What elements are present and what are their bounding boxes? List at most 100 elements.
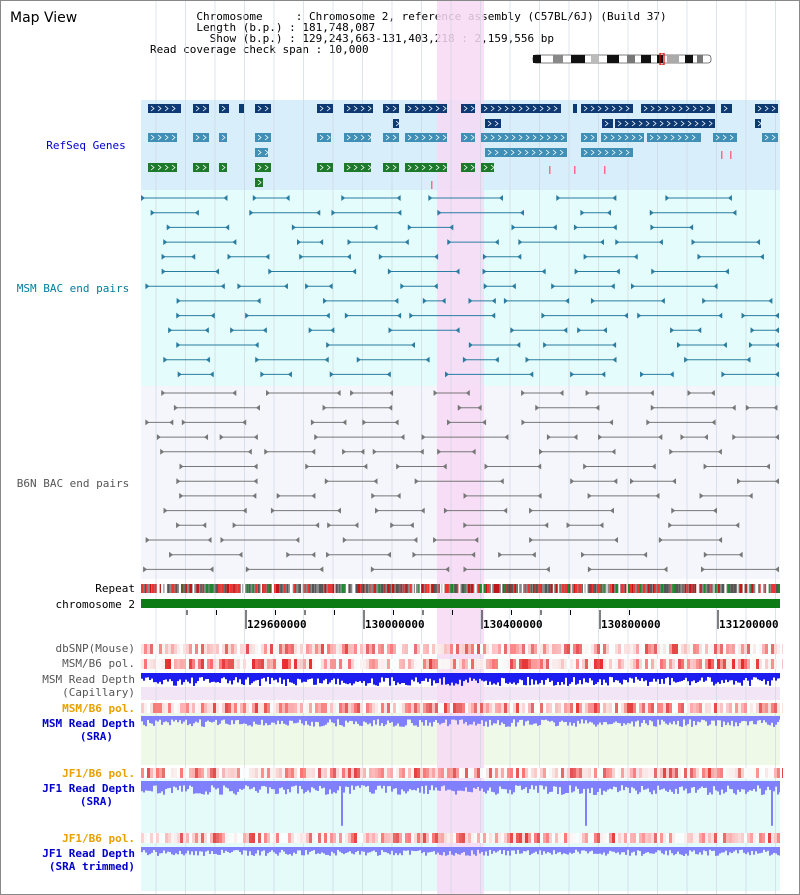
msm-sra-pol-cell (144, 703, 147, 713)
gene-strand-arrow (385, 134, 390, 141)
jf1-pol-cell (231, 768, 234, 778)
b6n-end-left (219, 434, 224, 441)
msm-sra-depth-bar (737, 716, 739, 727)
repeat-element (309, 584, 311, 593)
msm-sra-pol-cell (717, 703, 720, 713)
msm-cap-depth-bar (715, 673, 717, 684)
msm-sra-depth-bar (323, 716, 325, 726)
jf1-depth-bar (283, 781, 285, 790)
dbsnp-heat-cell (672, 644, 675, 654)
jf1-trim-depth-bar (183, 847, 185, 856)
jf1-depth-bar (687, 781, 689, 794)
jf1-depth-bar (395, 781, 397, 789)
jf1-depth-bar (413, 781, 415, 790)
msm-cap-depth-bar (193, 673, 195, 686)
dbsnp-heat-cell (720, 644, 723, 654)
jf1-trim-depth-bar (395, 847, 397, 854)
msm-sra-depth-bar (777, 716, 779, 723)
jf1-depth-bar (533, 781, 535, 790)
msm-cap-depth-bar (671, 673, 673, 679)
repeat-element (283, 584, 286, 593)
b6n-end-left (699, 492, 704, 499)
jf1-pol-cell (171, 768, 174, 778)
dbsnp-heat-cell (207, 644, 210, 654)
msm-sra-pol-cell (243, 703, 246, 713)
dbsnp-heat-cell (522, 644, 525, 654)
msm-end-right (601, 371, 606, 378)
b6n-end-left (529, 507, 534, 514)
jf1-trim-depth-bar (609, 847, 611, 851)
gene-strand-arrow (326, 164, 331, 171)
jf1-depth-bar (459, 781, 461, 791)
dbsnp-heat-cell (624, 644, 627, 654)
msm-sra-pol-cell (288, 703, 291, 713)
msm-sra-depth-bar (229, 716, 231, 725)
gene-feature (239, 104, 244, 113)
msm-sra-depth-bar (185, 716, 187, 720)
jf1-pol-cell (291, 768, 294, 778)
jf1-depth-bar (487, 781, 489, 791)
msm-cap-depth-bar (667, 673, 669, 678)
jf1-trim-depth-bar (709, 847, 711, 850)
b6n-end-right (204, 434, 209, 441)
gene-strand-arrow (319, 134, 324, 141)
msm-cap-depth-bar (557, 673, 559, 683)
jf1-pol2-cell (636, 833, 639, 843)
repeat-element (627, 584, 630, 593)
msm-sra-depth-bar (631, 716, 633, 722)
jf1-depth-bar (561, 781, 563, 795)
repeat-element (442, 584, 445, 593)
msm-sra-pol-cell (330, 703, 333, 713)
msm-b6-pol-cell (300, 659, 303, 669)
dbsnp-heat-cell (633, 644, 636, 654)
jf1-trim-depth-bar (359, 847, 361, 855)
jf1-trim-depth-bar (641, 847, 643, 856)
repeat-element (768, 584, 770, 593)
msm-b6-pol-cell (357, 659, 360, 669)
repeat-element (307, 584, 310, 593)
gene-strand-arrow (764, 134, 769, 141)
gene-strand-arrow (157, 164, 162, 171)
jf1-trim-depth-bar (499, 847, 501, 850)
jf1-trim-depth-bar (763, 847, 765, 850)
dbsnp-heat-cell (201, 644, 204, 654)
chromosome-ideogram[interactable] (531, 53, 713, 65)
repeat-element (514, 584, 517, 593)
jf1-depth-bar (721, 781, 723, 790)
b6n-end-right (311, 448, 316, 455)
msm-end-right (232, 239, 237, 246)
msm-sra-depth-bar (747, 716, 749, 726)
msm-b6-pol-cell (315, 659, 318, 669)
msm-b6-pol-cell (195, 659, 198, 669)
jf1-trim-depth-bar (515, 847, 517, 854)
msm-end-left (163, 356, 168, 363)
msm-sra-pol-cell (765, 703, 768, 713)
msm-sra-pol-cell (537, 703, 540, 713)
jf1-trim-depth-bar (535, 847, 537, 852)
dbsnp-heat-cell (423, 644, 426, 654)
repeat-element (374, 584, 376, 593)
msm-b6-pol-cell (522, 659, 525, 669)
repeat-element (311, 584, 315, 593)
msm-sra-depth-bar (453, 716, 455, 720)
jf1-pol-cell (453, 768, 456, 778)
msm-cap-depth-bar (377, 673, 379, 686)
msm-cap-depth-bar (637, 673, 639, 680)
dbsnp-heat-cell (477, 644, 480, 654)
repeat-element (672, 584, 674, 593)
msm-b6-pol-cell (360, 659, 363, 669)
jf1-trim-depth-bar (431, 847, 433, 852)
msm-end-right (602, 327, 607, 334)
jf1-pol2-cell (507, 833, 510, 843)
msm-sra-pol-cell (573, 703, 576, 713)
msm-b6-pol-cell (297, 659, 300, 669)
gene-strand-arrow (625, 149, 630, 156)
dbsnp-heat-cell (504, 644, 507, 654)
b6n-end-right (711, 419, 716, 426)
msm-sra-pol-cell (393, 703, 396, 713)
b6n-end-left (179, 463, 184, 470)
msm-cap-depth-bar (317, 673, 319, 679)
msm-end-left (543, 342, 548, 348)
repeat-element (591, 584, 594, 593)
